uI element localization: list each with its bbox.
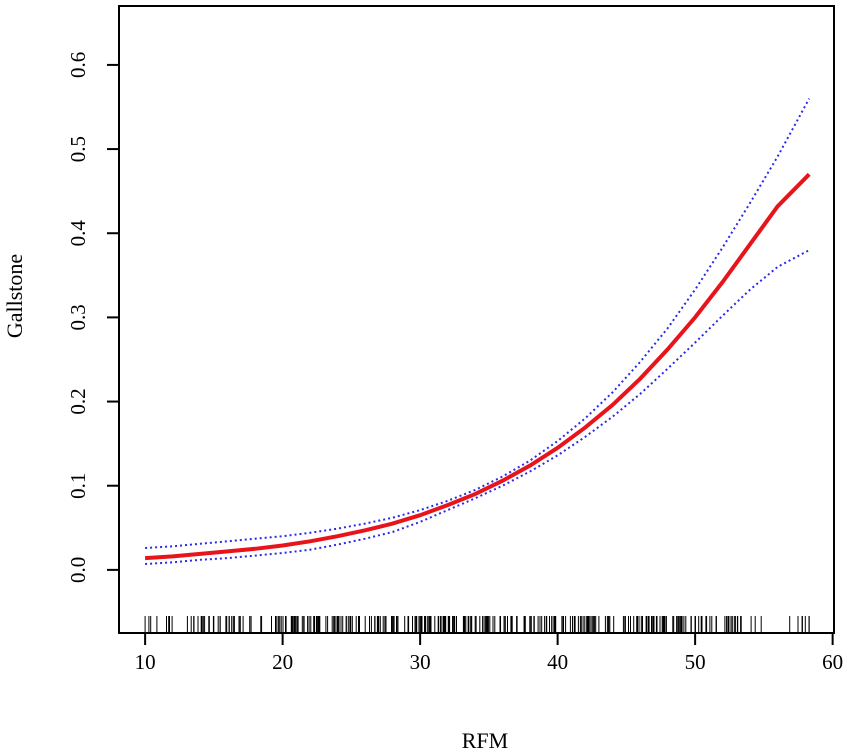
- x-tick-label: 20: [272, 650, 293, 674]
- y-tick-label: 0.5: [66, 136, 90, 162]
- lower-ci-line: [145, 249, 810, 565]
- y-axis: 0.0 0.1 0.2 0.3 0.4 0.5 0.6: [66, 52, 120, 583]
- fitted-line: [144, 172, 811, 561]
- series-layer: [144, 98, 811, 565]
- plot-area-frame: [118, 5, 835, 634]
- rug-plot: [144, 616, 810, 633]
- y-tick-label: 0.3: [66, 304, 90, 330]
- x-axis-title: RFM: [462, 728, 508, 753]
- x-tick-label: 40: [547, 650, 568, 674]
- y-axis-title: Gallstone: [2, 254, 27, 338]
- y-tick-label: 0.1: [66, 473, 90, 499]
- upper-ci-line: [145, 98, 811, 549]
- x-tick-label: 60: [822, 650, 843, 674]
- x-tick-label: 10: [135, 650, 156, 674]
- y-tick-label: 0.4: [66, 220, 90, 247]
- y-tick-label: 0.0: [66, 557, 90, 583]
- y-tick-label: 0.6: [66, 52, 90, 78]
- x-axis: 10 20 30 40 50 60: [135, 632, 843, 674]
- x-tick-label: 30: [410, 650, 431, 674]
- y-tick-label: 0.2: [66, 388, 90, 414]
- x-tick-label: 50: [685, 650, 706, 674]
